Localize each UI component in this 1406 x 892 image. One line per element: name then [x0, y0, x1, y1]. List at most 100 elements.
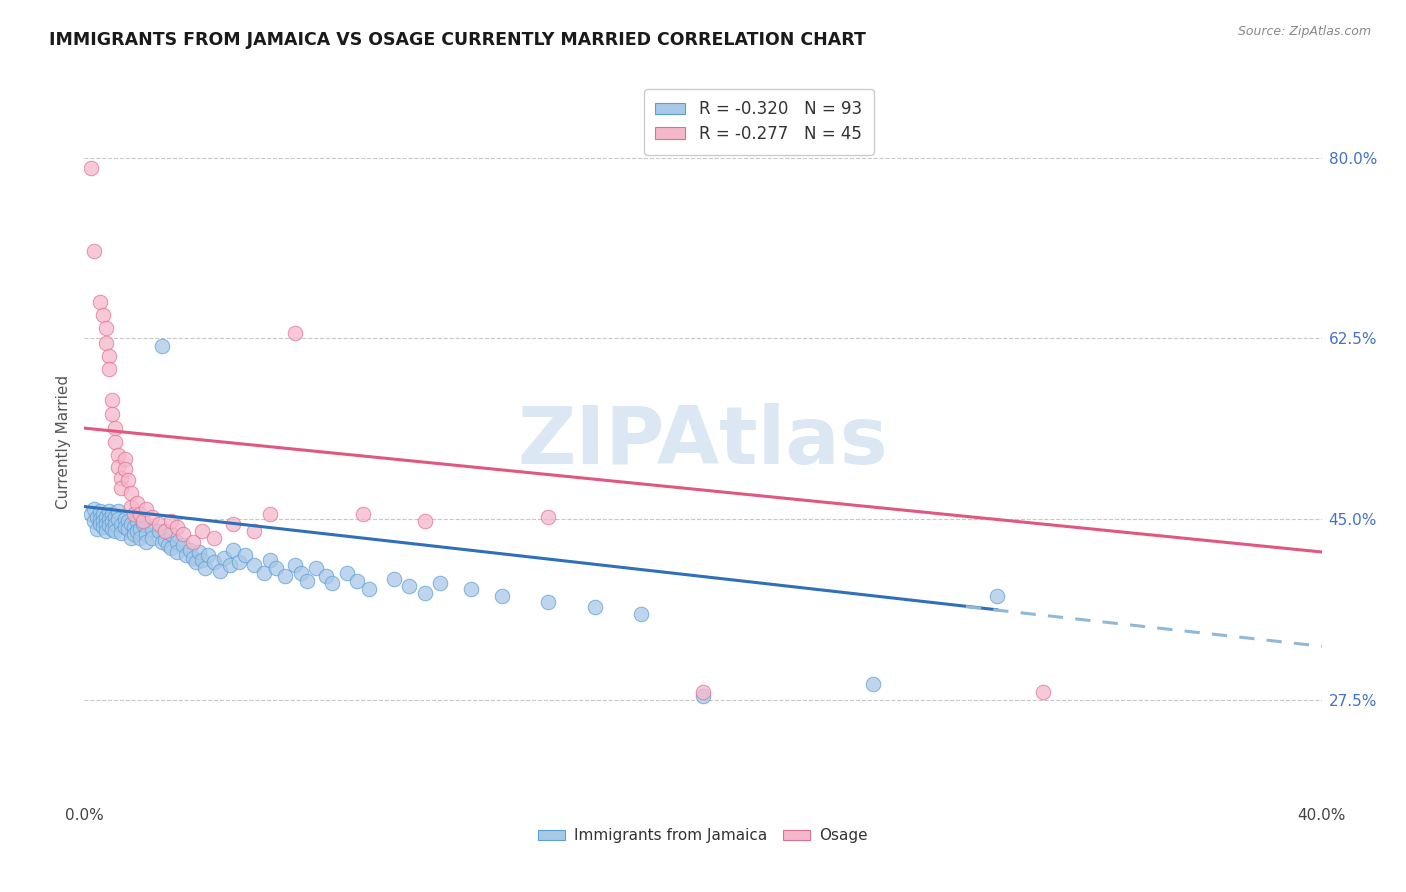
Point	[202, 555, 225, 569]
Point	[460, 582, 482, 596]
Point	[141, 522, 163, 536]
Point	[91, 308, 114, 322]
Point	[107, 504, 129, 518]
Point	[1032, 685, 1054, 699]
Point	[114, 452, 136, 467]
Point	[153, 524, 176, 539]
Point	[398, 579, 420, 593]
Point	[94, 336, 117, 351]
Point	[141, 509, 163, 524]
Point	[352, 507, 374, 521]
Point	[321, 576, 343, 591]
Point	[91, 507, 114, 521]
Point	[295, 574, 318, 588]
Point	[125, 524, 148, 539]
Point	[94, 524, 117, 539]
Point	[243, 558, 266, 573]
Point	[413, 586, 436, 600]
Point	[630, 607, 652, 621]
Point	[98, 504, 121, 518]
Point	[187, 545, 209, 559]
Point	[315, 568, 337, 582]
Point	[692, 685, 714, 699]
Point	[135, 534, 157, 549]
Point	[83, 501, 105, 516]
Point	[129, 531, 152, 545]
Point	[583, 599, 606, 614]
Point	[382, 572, 405, 586]
Point	[83, 514, 105, 528]
Point	[125, 496, 148, 510]
Point	[156, 538, 179, 552]
Point	[101, 514, 124, 528]
Point	[86, 509, 108, 524]
Point	[160, 514, 183, 528]
Point	[117, 514, 139, 528]
Point	[83, 244, 105, 258]
Point	[104, 421, 127, 435]
Point	[259, 553, 281, 567]
Point	[357, 582, 380, 596]
Point	[91, 520, 114, 534]
Point	[129, 522, 152, 536]
Text: IMMIGRANTS FROM JAMAICA VS OSAGE CURRENTLY MARRIED CORRELATION CHART: IMMIGRANTS FROM JAMAICA VS OSAGE CURRENT…	[49, 31, 866, 49]
Legend: Immigrants from Jamaica, Osage: Immigrants from Jamaica, Osage	[531, 822, 875, 849]
Point	[284, 558, 307, 573]
Point	[110, 518, 132, 533]
Point	[692, 690, 714, 704]
Point	[284, 326, 307, 340]
Point	[222, 517, 245, 532]
Point	[89, 517, 111, 532]
Point	[120, 517, 142, 532]
Point	[125, 514, 148, 528]
Point	[209, 564, 232, 578]
Point	[148, 517, 170, 532]
Point	[172, 538, 194, 552]
Point	[264, 561, 287, 575]
Point	[336, 566, 359, 580]
Point	[233, 548, 256, 562]
Point	[79, 507, 101, 521]
Point	[166, 545, 188, 559]
Point	[114, 512, 136, 526]
Point	[160, 527, 183, 541]
Point	[228, 555, 250, 569]
Point	[346, 574, 368, 588]
Point	[172, 527, 194, 541]
Point	[537, 594, 560, 608]
Point	[243, 524, 266, 539]
Point	[101, 407, 124, 421]
Point	[153, 533, 176, 547]
Point	[110, 526, 132, 541]
Point	[104, 509, 127, 524]
Point	[181, 534, 204, 549]
Point	[86, 522, 108, 536]
Point	[89, 504, 111, 518]
Point	[129, 507, 152, 521]
Point	[166, 520, 188, 534]
Point	[110, 481, 132, 495]
Point	[166, 534, 188, 549]
Point	[122, 520, 145, 534]
Point	[104, 517, 127, 532]
Y-axis label: Currently Married: Currently Married	[56, 375, 72, 508]
Point	[98, 362, 121, 376]
Point	[98, 512, 121, 526]
Point	[135, 501, 157, 516]
Point	[222, 542, 245, 557]
Point	[132, 514, 155, 528]
Text: Source: ZipAtlas.com: Source: ZipAtlas.com	[1237, 25, 1371, 38]
Point	[184, 555, 207, 569]
Point	[290, 566, 312, 580]
Point	[107, 460, 129, 475]
Point	[120, 486, 142, 500]
Point	[181, 551, 204, 566]
Point	[259, 507, 281, 521]
Point	[413, 514, 436, 528]
Point	[94, 321, 117, 335]
Point	[986, 590, 1008, 604]
Point	[160, 541, 183, 555]
Point	[141, 531, 163, 545]
Point	[114, 462, 136, 476]
Point	[120, 500, 142, 514]
